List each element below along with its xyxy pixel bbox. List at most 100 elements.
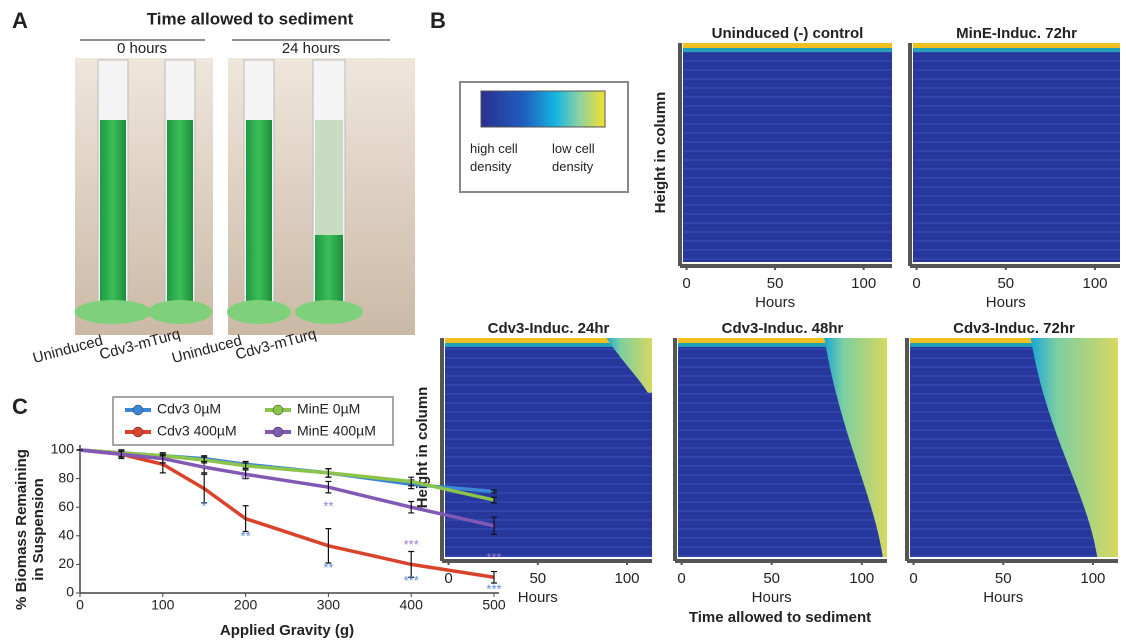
error-bar: [491, 570, 497, 584]
x-tick-label: 0: [76, 597, 84, 613]
heatmap-title: Cdv3-Induc. 24hr: [488, 320, 610, 337]
panel-label: A: [12, 8, 28, 33]
heatmap-title: Cdv3-Induc. 72hr: [953, 320, 1075, 337]
colorbar: [480, 90, 606, 128]
culture: [315, 120, 343, 235]
base: [75, 300, 151, 324]
heatmap: [445, 338, 652, 557]
x-tick-label: 500: [482, 597, 506, 613]
error-bar: [242, 505, 249, 533]
x-tick-label: 100: [1083, 275, 1108, 292]
panel-a-photo: [75, 39, 629, 335]
x-tick-label: 50: [529, 570, 546, 587]
x-tick-label: 50: [997, 275, 1014, 292]
error-bar: [325, 480, 332, 494]
legend-marker: [272, 426, 284, 438]
error-bar: [408, 500, 415, 514]
culture: [315, 235, 343, 305]
heatmap-top: [910, 338, 1118, 343]
x-axis-title: Time allowed to sediment: [689, 609, 871, 626]
panel-label: C: [12, 394, 28, 419]
x-tick-label: 0: [909, 570, 917, 587]
y-tick-label: 80: [58, 469, 74, 485]
legend-box: [112, 396, 394, 446]
x-tick-label: 0: [682, 275, 690, 292]
heatmap-cleared: [1030, 338, 1118, 557]
annotation: **: [241, 471, 251, 486]
title: Time allowed to sediment: [147, 9, 354, 28]
x-tick-label: 0: [912, 275, 920, 292]
tube-label: Uninduced: [170, 332, 244, 367]
annotation: **: [241, 529, 251, 544]
x-tick-label: 100: [1080, 570, 1105, 587]
annotation: *: [202, 461, 207, 476]
error-bar: [118, 450, 125, 458]
error-bar: [201, 473, 208, 504]
x-tick-label: 200: [234, 597, 258, 613]
legend-label: MinE 0µM: [297, 401, 360, 417]
heatmap-title: Cdv3-Induc. 48hr: [722, 320, 844, 337]
colorbar-label: high cell density: [470, 141, 518, 174]
error-bar: [325, 467, 332, 478]
heatmap-top: [445, 338, 652, 343]
error-bar: [491, 489, 497, 494]
annotation: **: [323, 560, 333, 575]
x-tick-label: 100: [851, 275, 876, 292]
x-axis-label: Hours: [986, 294, 1026, 311]
annotation: ***: [486, 550, 501, 565]
legend-label: Cdv3 0µM: [157, 401, 221, 417]
x-axis-title: Applied Gravity (g): [220, 622, 354, 639]
tube-label: Uninduced: [31, 332, 105, 367]
colorbar-label: low cell density: [552, 141, 595, 174]
heatmap: [913, 43, 1120, 262]
error-bar: [491, 496, 497, 504]
error-bar: [242, 469, 249, 480]
x-axis-label: Hours: [983, 589, 1023, 606]
culture: [100, 120, 126, 305]
x-tick-label: 100: [849, 570, 874, 587]
error-bar: [325, 528, 332, 564]
y-axis-label: Height in column: [414, 387, 431, 509]
annotation: ***: [404, 537, 419, 552]
error-bar: [159, 453, 166, 464]
annotation: ***: [486, 582, 501, 597]
y-tick-label: 40: [58, 527, 74, 543]
y-tick-label: 60: [58, 498, 74, 514]
x-tick-label: 50: [767, 275, 784, 292]
panel-label: B: [430, 8, 446, 33]
error-bar: [491, 516, 497, 535]
heatmap-top: [445, 343, 652, 347]
series-line: [79, 448, 495, 528]
legend-label: Cdv3 400µM: [157, 423, 237, 439]
heatmap-top: [910, 343, 1118, 347]
error-bar: [242, 462, 249, 470]
heatmap-cleared: [824, 338, 887, 557]
heatmap-title: MinE-Induc. 72hr: [956, 25, 1077, 42]
x-tick-label: 50: [763, 570, 780, 587]
base: [295, 300, 363, 324]
x-tick-label: 400: [400, 597, 424, 613]
base: [148, 300, 212, 324]
culture: [246, 120, 272, 305]
y-tick-label: 100: [51, 441, 75, 457]
group-label: 0 hours: [117, 40, 167, 57]
y-axis-label: Height in column: [652, 92, 669, 214]
error-bar: [408, 550, 415, 578]
legend-marker: [132, 426, 144, 438]
x-tick-label: 0: [677, 570, 685, 587]
x-axis-label: Hours: [518, 589, 558, 606]
annotation: *: [202, 499, 207, 514]
heatmap-title: Uninduced (-) control: [712, 25, 864, 42]
y-axis-title: in Suspension: [30, 478, 47, 581]
x-tick-label: 50: [995, 570, 1012, 587]
legend-marker: [272, 404, 284, 416]
y-tick-label: 20: [58, 555, 74, 571]
heatmap: [683, 43, 892, 262]
heatmap-top: [913, 43, 1120, 48]
base: [227, 300, 291, 324]
heatmap-top: [683, 43, 892, 48]
x-axis-label: Hours: [752, 589, 792, 606]
error-bar: [408, 476, 415, 487]
